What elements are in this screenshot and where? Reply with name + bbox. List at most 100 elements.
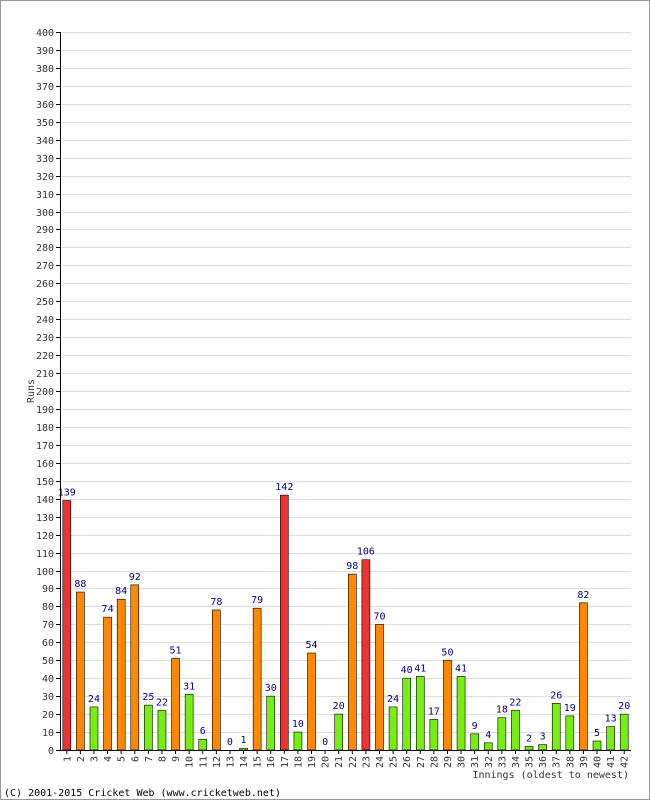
bar: [483, 742, 493, 751]
y-tick-label: 190: [36, 405, 54, 416]
x-tick-label: 26: [402, 756, 413, 768]
x-tick-label: 10: [185, 756, 196, 768]
bar: [429, 719, 439, 751]
x-tick-label: 18: [293, 756, 304, 768]
x-tick-label: 25: [389, 756, 400, 768]
bar: [307, 652, 316, 751]
bar-value-label: 50: [441, 647, 453, 658]
x-tick-label: 41: [606, 756, 617, 768]
bar: [565, 715, 575, 751]
x-tick-label: 16: [266, 756, 277, 768]
y-tick-label: 40: [42, 674, 54, 685]
y-tick-label: 350: [36, 118, 54, 129]
copyright-notice: (C) 2001-2015 Cricket Web (www.cricketwe…: [4, 788, 281, 799]
bar-value-label: 0: [322, 737, 328, 748]
bar-value-label: 106: [357, 547, 375, 558]
bar: [266, 695, 276, 751]
y-tick-label: 250: [36, 297, 54, 308]
bar: [184, 694, 194, 751]
bar-value-label: 54: [305, 640, 317, 651]
y-tick-label: 130: [36, 513, 54, 524]
bar-value-label: 18: [496, 705, 508, 716]
bar: [89, 706, 99, 751]
y-tick-label: 330: [36, 154, 54, 165]
bar: [497, 717, 507, 751]
bar: [443, 659, 452, 751]
bar: [116, 598, 126, 751]
bar: [619, 713, 629, 751]
y-tick-label: 390: [36, 46, 54, 57]
x-tick-label: 42: [620, 756, 631, 768]
bar-value-label: 98: [346, 561, 358, 572]
bar-value-label: 4: [485, 730, 491, 741]
x-tick-label: 37: [552, 756, 563, 768]
x-tick-label: 28: [429, 756, 440, 768]
y-tick-label: 280: [36, 243, 54, 254]
x-tick-label: 6: [130, 756, 141, 762]
bar: [606, 726, 615, 751]
x-tick-label: 27: [416, 756, 427, 768]
bar-value-label: 22: [156, 698, 168, 709]
bar-value-label: 17: [428, 706, 440, 717]
x-tick-label: 39: [579, 756, 590, 768]
y-tick-label: 320: [36, 172, 54, 183]
bar-value-label: 142: [275, 482, 293, 493]
bar: [511, 710, 520, 751]
bar-value-label: 3: [540, 732, 546, 743]
y-axis-tick-labels: 0 10 20 30 40 50 60 70 80 90 100 110 120 130 140 150 160…: [36, 28, 54, 757]
x-tick-label: 34: [511, 756, 522, 768]
bar: [592, 740, 602, 751]
bar-value-label: 5: [594, 728, 600, 739]
bar-value-label: 24: [387, 694, 399, 705]
x-tick-label: 15: [253, 756, 264, 768]
x-tick-label: 9: [171, 756, 182, 762]
x-tick-label: 23: [361, 756, 372, 768]
bar: [280, 494, 289, 751]
y-tick-label: 100: [36, 567, 54, 578]
x-tick-label: 19: [307, 756, 318, 768]
x-tick-label: 8: [157, 756, 168, 762]
bar: [144, 704, 153, 751]
y-tick-label: 150: [36, 477, 54, 488]
bar: [293, 731, 303, 751]
x-tick-label: 33: [497, 756, 508, 768]
bar-value-label: 30: [265, 683, 277, 694]
y-tick-label: 140: [36, 495, 54, 506]
y-tick-label: 360: [36, 100, 54, 111]
bar: [524, 746, 534, 751]
y-tick-label: 30: [42, 692, 54, 703]
y-tick-label: 110: [36, 549, 54, 560]
y-tick-label: 60: [42, 638, 54, 649]
bar-value-label: 82: [577, 590, 589, 601]
bar: [334, 713, 344, 751]
y-tick-label: 80: [42, 602, 54, 613]
x-tick-label: 40: [593, 756, 604, 768]
bar: [76, 591, 85, 751]
x-tick-label: 4: [103, 756, 114, 762]
y-tick-label: 180: [36, 423, 54, 434]
x-tick-label: 2: [76, 756, 87, 762]
bar-value-label: 9: [472, 721, 478, 732]
x-tick-label: 1: [62, 756, 73, 762]
x-tick-label: 14: [239, 756, 250, 768]
bar: [239, 747, 248, 751]
bar: [579, 602, 588, 751]
y-tick-label: 160: [36, 459, 54, 470]
bar: [388, 706, 398, 751]
bar-value-label: 70: [373, 611, 385, 622]
bar: [198, 738, 208, 751]
bar-value-label: 22: [509, 698, 521, 709]
grid-lines: [60, 32, 631, 733]
bar-value-label: 84: [115, 586, 127, 597]
bar: [130, 584, 140, 751]
x-tick-label: 38: [565, 756, 576, 768]
bar: [171, 658, 180, 751]
bar: [402, 677, 411, 751]
y-tick-label: 120: [36, 531, 54, 542]
y-tick-label: 90: [42, 584, 54, 595]
x-tick-label: 17: [280, 756, 291, 768]
bar: [212, 609, 221, 751]
y-tick-label: 240: [36, 315, 54, 326]
